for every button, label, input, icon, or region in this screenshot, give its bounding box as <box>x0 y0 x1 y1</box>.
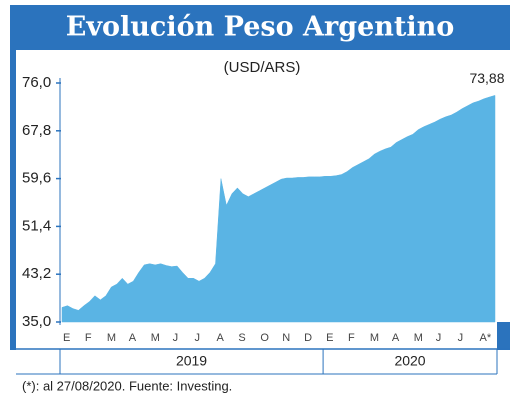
x-tick-label: M <box>414 332 423 344</box>
y-tick-label: 76,0 <box>22 74 51 91</box>
y-tick-label: 43,2 <box>22 265 51 282</box>
x-tick-label: J <box>436 332 442 344</box>
frame-right <box>497 322 510 350</box>
x-tick-label: A <box>392 332 400 344</box>
x-tick-label: M <box>107 332 116 344</box>
chart-title: Evolución Peso Argentino <box>66 12 455 43</box>
year-label: 2020 <box>394 353 425 369</box>
x-tick-label: M <box>370 332 379 344</box>
x-tick-label: M <box>151 332 160 344</box>
x-tick-label: O <box>260 332 269 344</box>
frame-left <box>10 50 16 350</box>
x-tick-label: N <box>282 332 290 344</box>
y-tick-label: 35,0 <box>22 313 51 330</box>
x-tick-label: A <box>216 332 224 344</box>
area <box>61 95 496 323</box>
x-tick-label: F <box>348 332 355 344</box>
year-label: 2019 <box>176 353 207 369</box>
title-bar <box>10 5 510 50</box>
footnote: (*): al 27/08/2020. Fuente: Investing. <box>22 378 232 393</box>
y-tick-label: 51,4 <box>22 217 51 234</box>
x-tick-label: J <box>173 332 179 344</box>
x-tick-label: A <box>129 332 137 344</box>
x-tick-label: E <box>326 332 333 344</box>
x-tick-label: J <box>458 332 464 344</box>
x-tick-label: E <box>63 332 70 344</box>
subtitle: (USD/ARS) <box>224 59 301 76</box>
x-tick-label: D <box>304 332 312 344</box>
y-tick-label: 67,8 <box>22 122 51 139</box>
x-tick-label: A* <box>480 332 492 344</box>
end-label: 73,88 <box>469 70 504 86</box>
y-tick-label: 59,6 <box>22 170 51 187</box>
x-tick-label: J <box>195 332 201 344</box>
x-tick-label: F <box>85 332 92 344</box>
x-tick-label: S <box>238 332 245 344</box>
